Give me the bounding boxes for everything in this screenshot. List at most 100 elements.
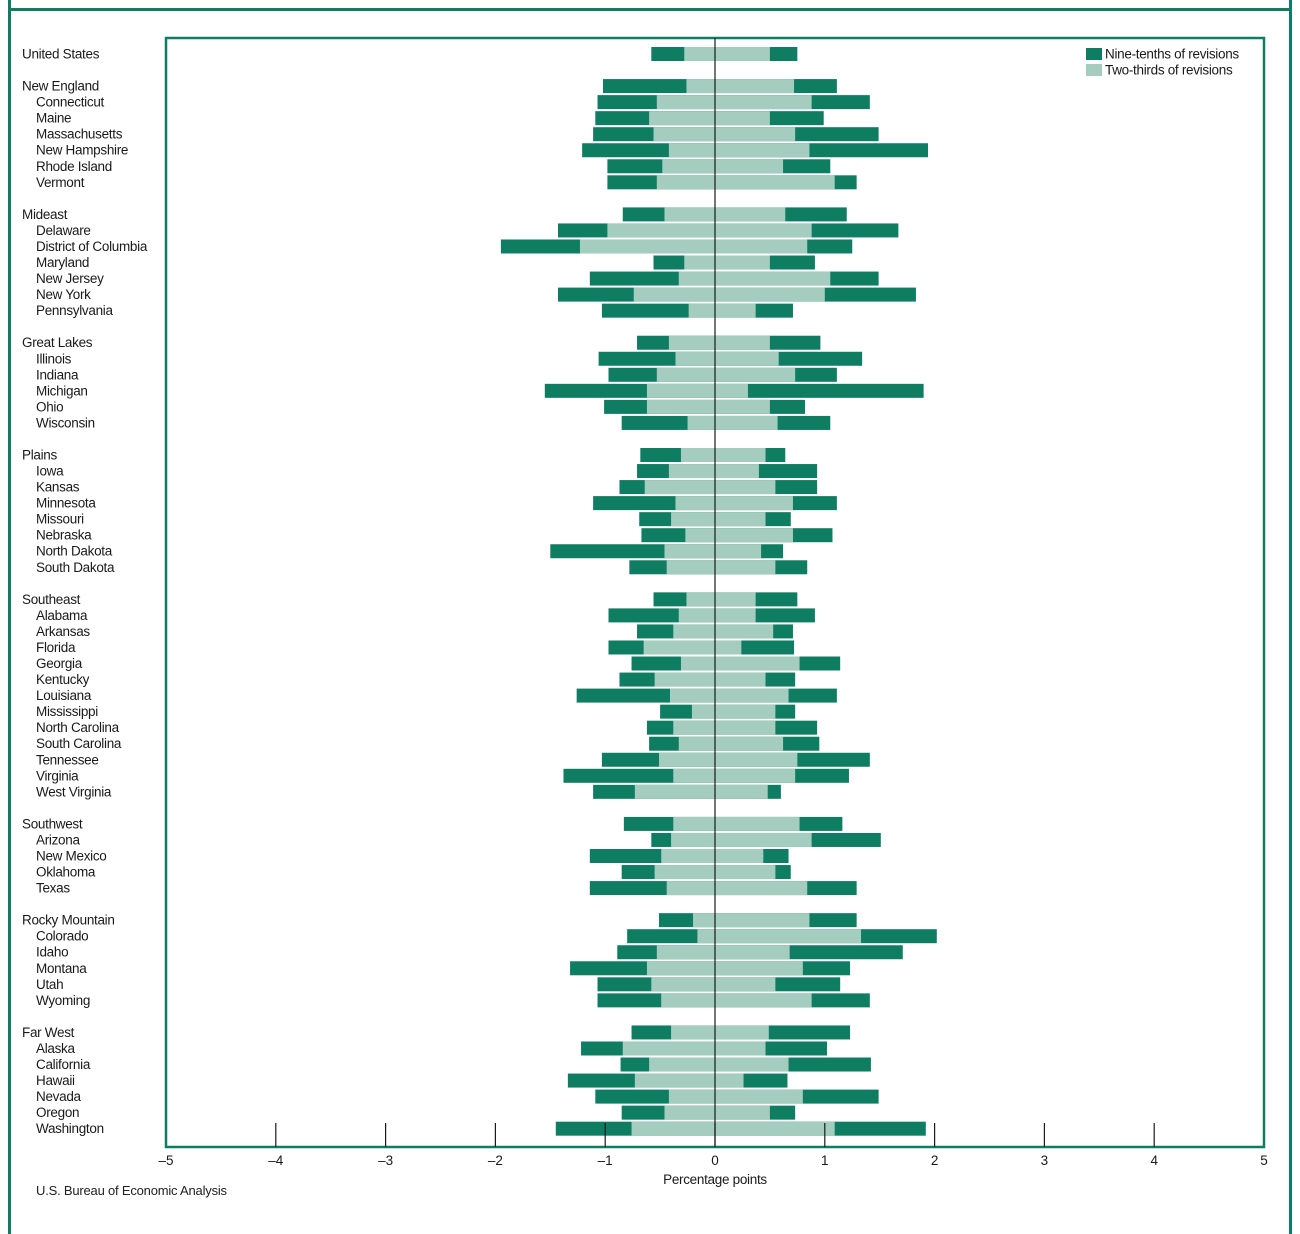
legend-label-two-thirds: Two-thirds of revisions [1105,63,1233,78]
bar-two-thirds-high-rocky-mountain [715,913,810,928]
row-label-colorado: Colorado [36,929,88,944]
bar-two-thirds-high-ohio [715,399,770,414]
bar-two-thirds-high-kansas [715,480,776,495]
bar-two-thirds-low-mississippi [691,704,715,719]
x-tick-label: 4 [1150,1153,1158,1168]
bar-two-thirds-low-oklahoma [654,865,715,880]
bar-two-thirds-low-louisiana [669,688,715,703]
bar-two-thirds-low-iowa [668,464,715,479]
bar-two-thirds-low-north-dakota [664,544,715,559]
bar-two-thirds-low-maryland [684,255,715,270]
page-frame [8,0,1292,1234]
row-label-illinois: Illinois [36,351,72,366]
row-label-district-of-columbia: District of Columbia [36,239,148,254]
row-label-louisiana: Louisiana [36,688,92,703]
bar-two-thirds-low-california [649,1057,715,1072]
bar-two-thirds-low-arizona [671,832,715,847]
bar-two-thirds-high-missouri [715,512,766,527]
bar-two-thirds-low-arkansas [673,624,715,639]
bar-two-thirds-low-united-states [684,47,715,61]
bar-two-thirds-high-pennsylvania [715,303,756,318]
row-label-pennsylvania: Pennsylvania [36,303,113,318]
bar-two-thirds-high-wyoming [715,993,812,1008]
row-label-arkansas: Arkansas [36,624,90,639]
bar-two-thirds-low-illinois [675,351,715,366]
bar-two-thirds-low-southeast [686,592,715,607]
bar-two-thirds-low-oregon [664,1105,715,1120]
x-tick-label: –1 [598,1153,613,1168]
row-label-mississippi: Mississippi [36,704,98,719]
legend-swatch-two-thirds [1086,64,1102,76]
bar-two-thirds-low-utah [651,977,715,992]
bar-two-thirds-low-nevada [668,1089,715,1104]
row-labels: United States New EnglandConnecticutMaine… [22,47,148,1137]
row-label-washington: Washington [36,1121,104,1136]
bar-two-thirds-high-oklahoma [715,865,776,880]
row-label-missouri: Missouri [36,512,84,527]
row-label-texas: Texas [36,881,70,896]
row-label-iowa: Iowa [36,464,64,479]
bar-two-thirds-low-colorado [697,929,715,944]
bar-two-thirds-high-west-virginia [715,784,768,799]
bar-two-thirds-high-iowa [715,464,759,479]
row-label-rocky-mountain: Rocky Mountain [22,913,115,928]
row-label-great-lakes: Great Lakes [22,335,93,350]
bar-two-thirds-high-colorado [715,929,862,944]
bar-two-thirds-high-minnesota [715,496,793,511]
row-label-united-states: United States [22,47,100,62]
bar-two-thirds-low-missouri [671,512,715,527]
row-label-kansas: Kansas [36,480,80,495]
bar-two-thirds-low-delaware [607,223,715,238]
bar-two-thirds-high-district-of-columbia [715,239,808,254]
bar-two-thirds-high-maryland [715,255,770,270]
row-label-rhode-island: Rhode Island [36,159,112,174]
bar-two-thirds-high-hawaii [715,1073,744,1088]
bar-two-thirds-low-rocky-mountain [693,913,715,928]
row-label-massachusetts: Massachusetts [36,127,123,142]
row-label-new-england: New England [22,79,99,94]
row-label-idaho: Idaho [36,945,68,960]
x-tick-label: –5 [158,1153,173,1168]
row-label-west-virginia: West Virginia [36,784,112,799]
row-label-wisconsin: Wisconsin [36,415,95,430]
bar-two-thirds-low-connecticut [656,95,715,110]
bar-two-thirds-high-new-england [715,79,795,94]
bar-two-thirds-low-new-england [686,79,715,94]
bar-two-thirds-low-texas [666,881,715,896]
bar-two-thirds-high-oregon [715,1105,770,1120]
row-label-california: California [36,1057,91,1072]
row-label-michigan: Michigan [36,383,88,398]
bar-two-thirds-high-montana [715,961,803,976]
row-label-south-dakota: South Dakota [36,560,115,575]
row-label-maine: Maine [36,111,71,126]
source-note: U.S. Bureau of Economic Analysis [36,1183,227,1198]
bar-two-thirds-low-new-jersey [678,271,715,286]
bar-two-thirds-low-plains [680,448,715,462]
row-label-alaska: Alaska [36,1041,76,1056]
bar-two-thirds-low-wyoming [661,993,715,1008]
x-tick-label: –3 [378,1153,393,1168]
row-label-wyoming: Wyoming [36,993,90,1008]
x-tick-label: 1 [821,1153,829,1168]
bar-two-thirds-low-mideast [664,207,715,222]
row-label-minnesota: Minnesota [36,496,96,511]
bar-two-thirds-high-connecticut [715,95,812,110]
row-label-virginia: Virginia [36,768,79,783]
bar-two-thirds-low-ohio [646,399,715,414]
bar-two-thirds-high-texas [715,881,808,896]
bar-two-thirds-high-great-lakes [715,335,770,350]
row-label-north-carolina: North Carolina [36,720,120,735]
bars [500,47,937,1136]
bar-two-thirds-high-plains [715,448,766,462]
row-label-florida: Florida [36,640,76,655]
bar-two-thirds-low-southwest [673,816,715,831]
bar-two-thirds-high-kentucky [715,672,766,687]
row-label-mideast: Mideast [22,207,68,222]
bar-two-thirds-low-kentucky [654,672,715,687]
bar-two-thirds-low-great-lakes [668,335,715,350]
bar-two-thirds-low-district-of-columbia [579,239,715,254]
row-label-maryland: Maryland [36,255,89,270]
row-label-nevada: Nevada [36,1089,82,1104]
